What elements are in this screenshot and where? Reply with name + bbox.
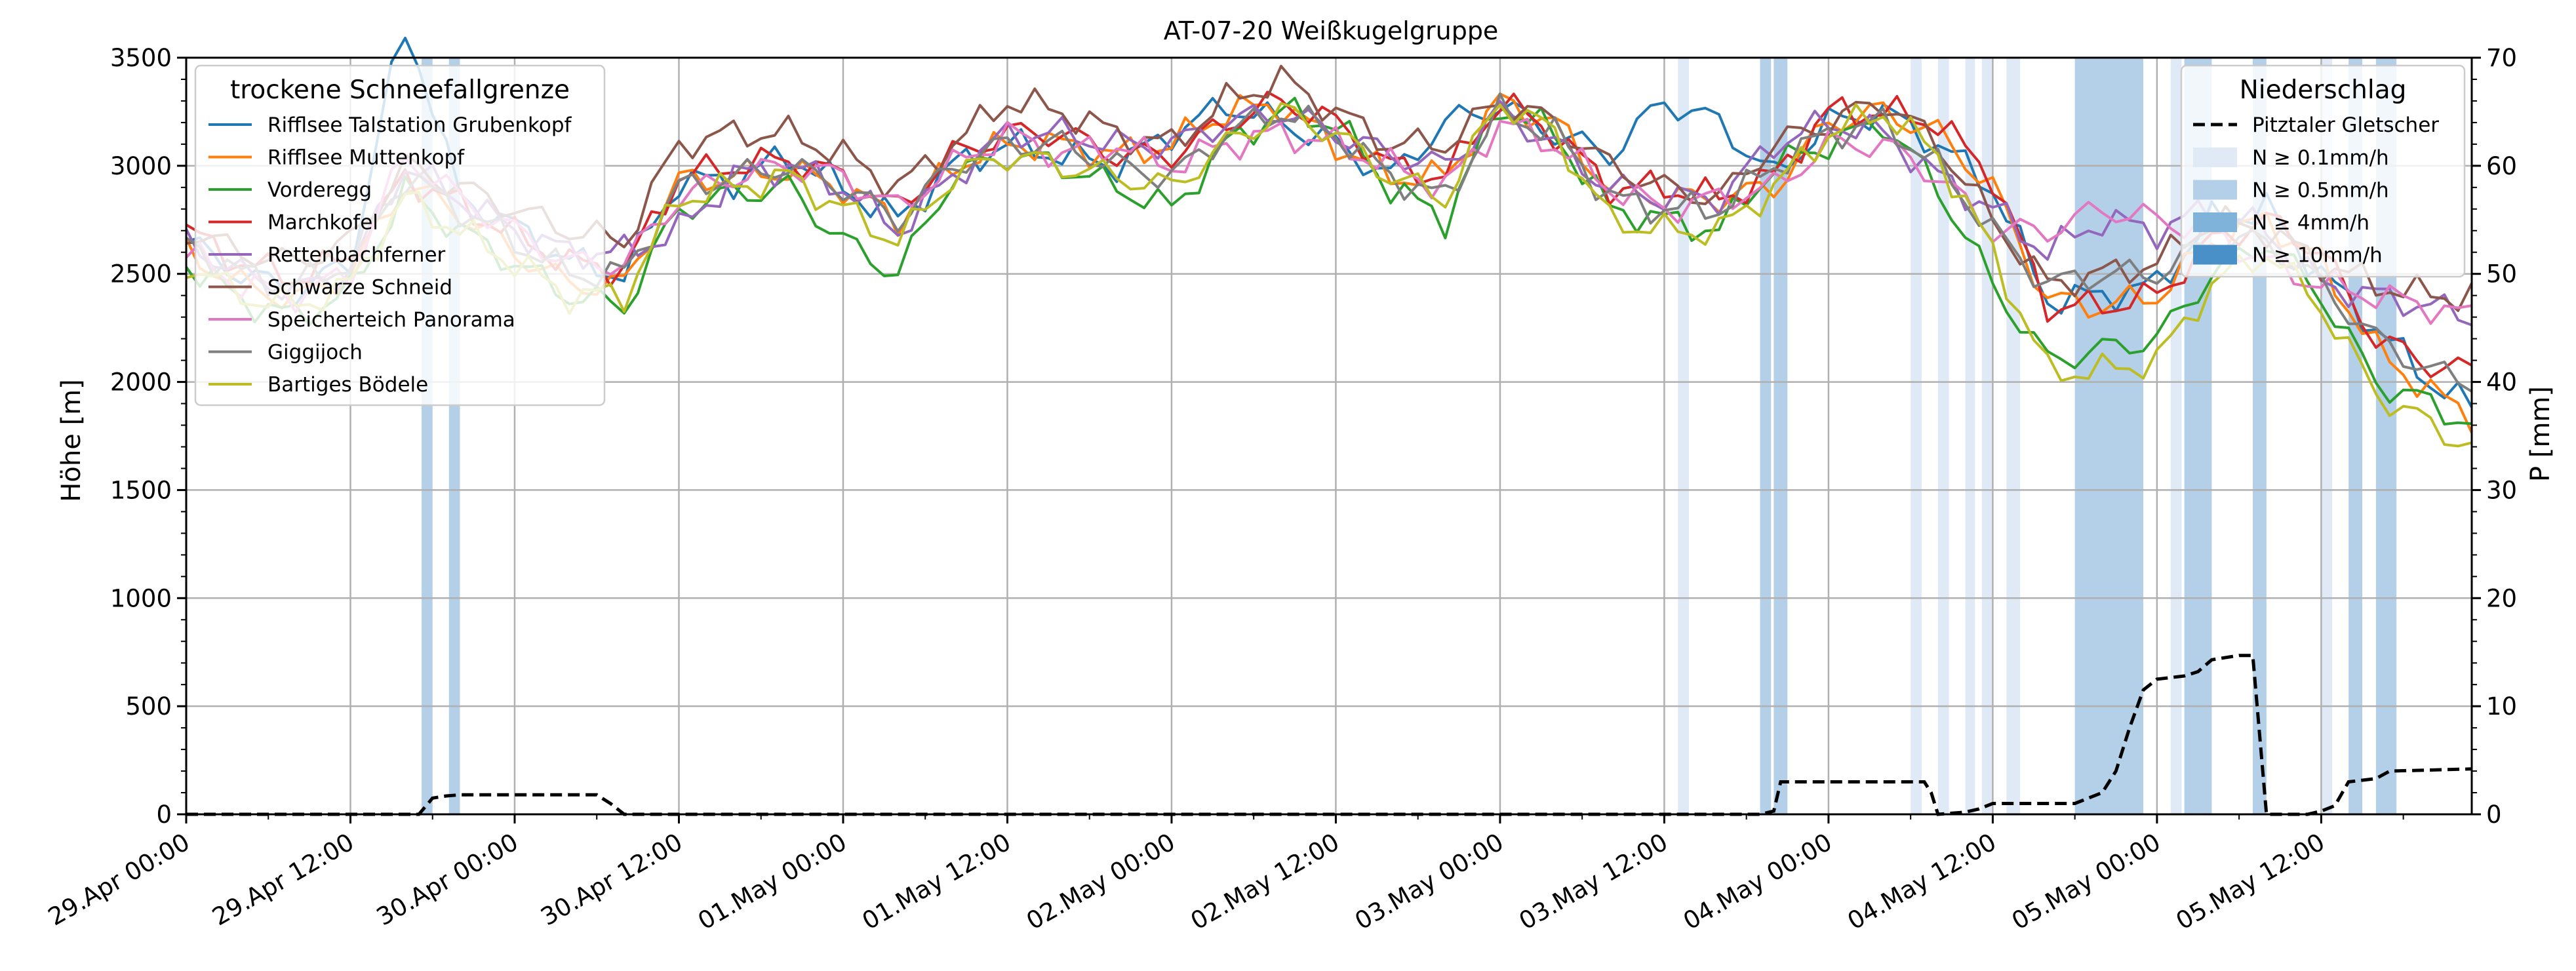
- x-tick-label-4: 01.May 00:00: [693, 828, 851, 936]
- legend-precipitation: Niederschlag Pitztaler Gletscher N ≥ 0.1mm…: [2180, 64, 2466, 278]
- chart-title: AT-07-20 Weißkugelgruppe: [1164, 16, 1499, 45]
- y-tick-label-left-3: 1500: [110, 476, 172, 504]
- legend-swatch-band-1: [2193, 180, 2237, 200]
- y-tick-label-right-3: 30: [2486, 476, 2517, 504]
- legend-entry-marchkofel: Marchkofel: [268, 211, 378, 235]
- legend-entry-giggijoch: Giggijoch: [268, 341, 363, 365]
- y-tick-label-left-5: 2500: [110, 260, 172, 288]
- y-axis-label-left: Höhe [m]: [56, 379, 87, 502]
- x-tick-label-2: 30.Apr 00:00: [372, 828, 523, 932]
- legend-swatch-band-2: [2193, 212, 2237, 232]
- y-tick-label-right-4: 40: [2486, 368, 2517, 397]
- precip-band-6: [1937, 58, 1949, 814]
- x-tick-label-0: 29.Apr 00:00: [43, 828, 194, 932]
- y-tick-label-left-7: 3500: [110, 44, 172, 72]
- y-tick-label-right-7: 70: [2486, 44, 2517, 72]
- precip-band-3: [1760, 58, 1772, 814]
- legend-snowfall-limit: trockene Schneefallgrenze Rifflsee Talsta…: [194, 64, 606, 406]
- y-axis-label-right: P [mm]: [2526, 386, 2556, 482]
- x-tick-label-6: 02.May 00:00: [1021, 828, 1179, 936]
- legend-right-frame: [2180, 64, 2466, 278]
- x-tick-label-12: 05.May 00:00: [2007, 828, 2165, 936]
- x-tick-label-10: 04.May 00:00: [1678, 828, 1836, 936]
- precip-band-5: [1911, 58, 1922, 814]
- y-tick-label-left-4: 2000: [110, 368, 172, 397]
- legend-entry-bartiges-bodele: Bartiges Bödele: [268, 373, 428, 397]
- precip-band-2: [1678, 58, 1689, 814]
- legend-entry-band-2: N ≥ 4mm/h: [2252, 211, 2369, 235]
- legend-entry-vorderegg: Vorderegg: [268, 178, 372, 202]
- x-tick-label-9: 03.May 12:00: [1515, 828, 1673, 936]
- y-tick-label-right-2: 20: [2486, 584, 2517, 612]
- legend-entry-band-3: N ≥ 10mm/h: [2252, 244, 2383, 268]
- precip-band-11: [2170, 58, 2182, 814]
- legend-entry-pitztaler-gletscher: Pitztaler Gletscher: [2252, 113, 2439, 137]
- precipitation-bands: [422, 58, 2397, 814]
- legend-entry-rifflsee-talstation-grubenkopf: Rifflsee Talstation Grubenkopf: [268, 113, 572, 137]
- x-tick-label-1: 29.Apr 12:00: [208, 828, 359, 932]
- legend-left-frame: [194, 64, 606, 406]
- legend-entry-speicherteich-panorama: Speicherteich Panorama: [268, 308, 515, 332]
- precip-band-10: [2074, 58, 2144, 814]
- legend-swatch-band-3: [2193, 245, 2237, 265]
- y-tick-label-right-1: 10: [2486, 692, 2517, 721]
- y-tick-label-left-6: 3000: [110, 152, 172, 180]
- precip-band-9: [2006, 58, 2021, 814]
- precip-band-8: [1981, 58, 1993, 814]
- x-tick-label-3: 30.Apr 12:00: [536, 828, 687, 932]
- x-tick-label-11: 04.May 12:00: [1843, 828, 2001, 936]
- y-tick-label-right-6: 60: [2486, 152, 2517, 180]
- legend-entry-rifflsee-muttenkopf: Rifflsee Muttenkopf: [268, 146, 465, 170]
- legend-entry-band-0: N ≥ 0.1mm/h: [2252, 146, 2389, 170]
- y-tick-label-left-2: 1000: [110, 584, 172, 612]
- legend-entry-band-1: N ≥ 0.5mm/h: [2252, 179, 2389, 203]
- x-tick-label-8: 03.May 00:00: [1350, 828, 1508, 936]
- x-tick-label-5: 01.May 12:00: [858, 828, 1016, 936]
- y-tick-label-left-0: 0: [156, 801, 172, 829]
- legend-right-title: Niederschlag: [2240, 75, 2407, 105]
- y-tick-label-left-1: 500: [125, 692, 172, 721]
- legend-left-title: trockene Schneefallgrenze: [230, 75, 570, 105]
- precip-band-4: [1773, 58, 1788, 814]
- y-tick-label-right-0: 0: [2486, 801, 2502, 829]
- legend-entry-schwarze-schneid: Schwarze Schneid: [268, 276, 452, 300]
- precip-band-7: [1965, 58, 1975, 814]
- x-tick-label-7: 02.May 12:00: [1186, 828, 1344, 936]
- x-tick-label-13: 05.May 12:00: [2171, 828, 2329, 936]
- y-tick-label-right-5: 50: [2486, 260, 2517, 288]
- legend-swatch-band-0: [2193, 148, 2237, 167]
- plot-frame: [185, 56, 2473, 816]
- legend-entry-rettenbachferner: Rettenbachferner: [268, 243, 446, 267]
